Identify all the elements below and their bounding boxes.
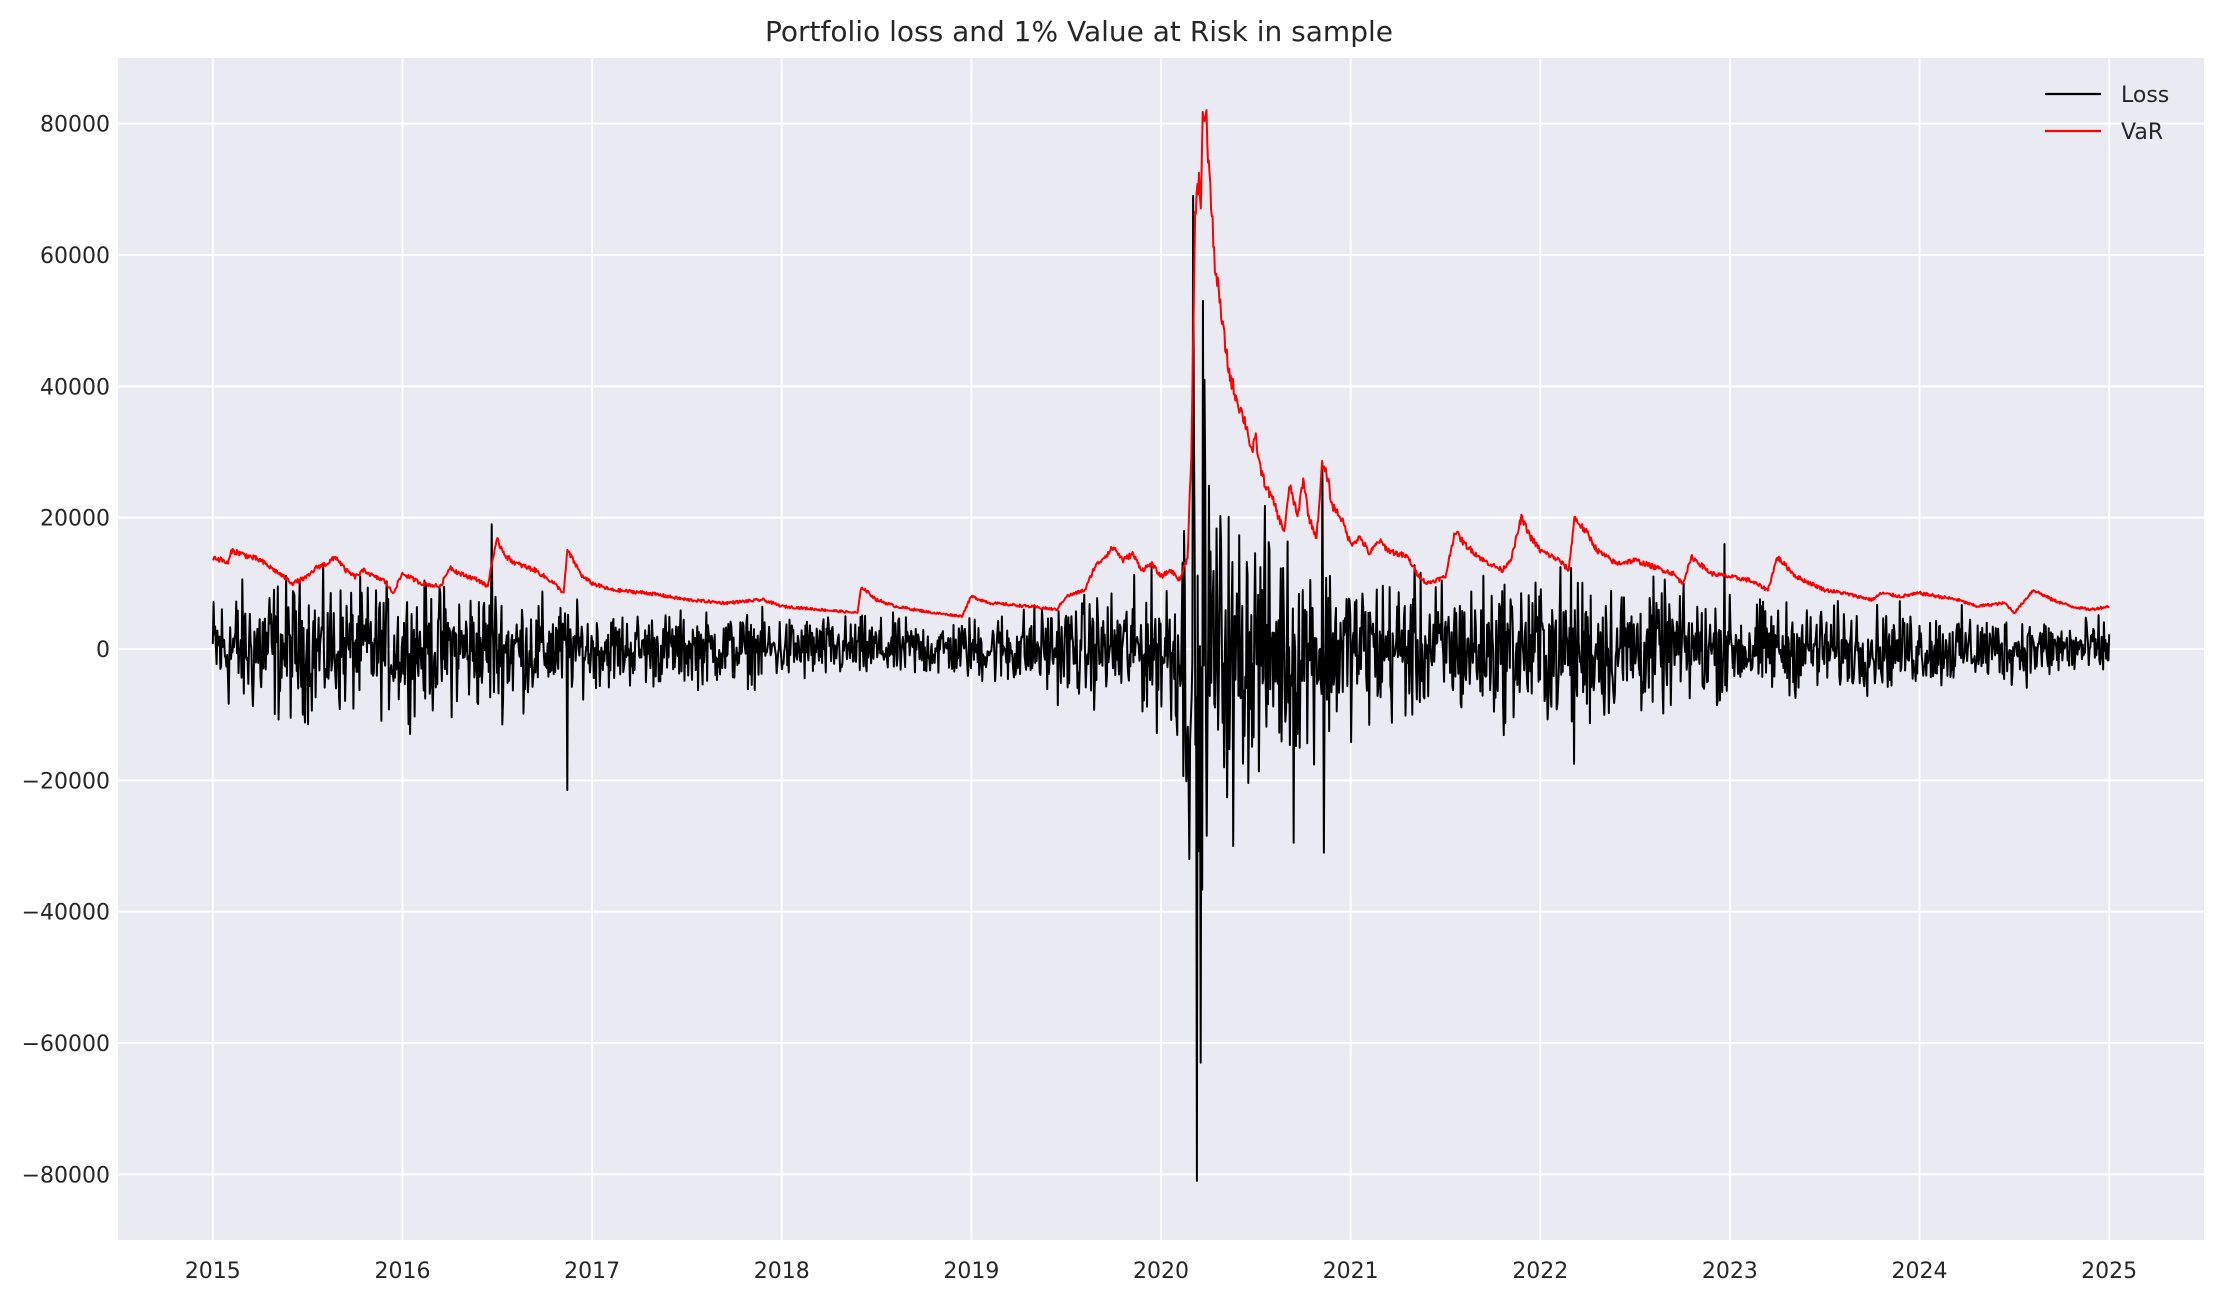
y-tick-label-0: −80000 (22, 1163, 110, 1188)
x-tick-label-5: 2020 (1133, 1259, 1189, 1284)
x-tick-label-6: 2021 (1323, 1259, 1379, 1284)
x-tick-label-10: 2025 (2081, 1259, 2137, 1284)
y-tick-label-8: 80000 (40, 113, 110, 138)
series-loss (211, 194, 2111, 1182)
x-tick-label-8: 2023 (1702, 1259, 1758, 1284)
legend: Loss VaR (2045, 83, 2169, 145)
y-tick-label-2: −40000 (22, 901, 110, 926)
x-axis-ticks: 2015 2016 2017 2018 2019 2020 2021 2022 2023 2024… (185, 1259, 2137, 1284)
series-var (212, 109, 2110, 619)
x-tick-label-2: 2017 (564, 1259, 620, 1284)
x-tick-label-4: 2019 (943, 1259, 999, 1284)
x-tick-label-0: 2015 (185, 1259, 241, 1284)
y-axis-ticks: −80000 −60000 −40000 −20000 0 20000 40000 60000… (22, 113, 110, 1189)
x-tick-label-7: 2022 (1512, 1259, 1568, 1284)
legend-label-var: VaR (2121, 120, 2163, 145)
x-tick-label-9: 2024 (1892, 1259, 1948, 1284)
y-tick-label-7: 60000 (40, 244, 110, 269)
y-tick-label-4: 0 (96, 638, 110, 663)
y-tick-label-5: 20000 (40, 507, 110, 532)
var-line (212, 109, 2110, 619)
y-tick-label-3: −20000 (22, 769, 110, 794)
y-tick-label-1: −60000 (22, 1032, 110, 1057)
loss-line (211, 194, 2111, 1182)
x-tick-label-3: 2018 (754, 1259, 810, 1284)
chart-title: Portfolio loss and 1% Value at Risk in s… (765, 15, 1393, 48)
x-tick-label-1: 2016 (374, 1259, 430, 1284)
legend-label-loss: Loss (2121, 83, 2169, 108)
y-tick-label-6: 40000 (40, 375, 110, 400)
